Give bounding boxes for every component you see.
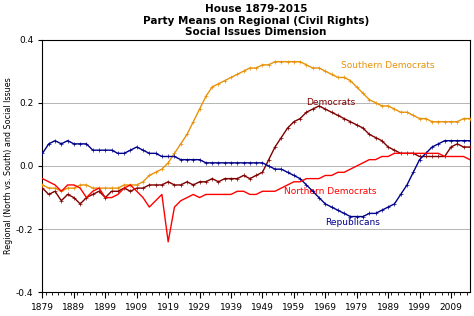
Text: Republicans: Republicans	[325, 218, 380, 227]
Y-axis label: Regional (North vs. South) and Social Issues: Regional (North vs. South) and Social Is…	[4, 78, 13, 254]
Title: House 1879-2015
Party Means on Regional (Civil Rights)
Social Issues Dimension: House 1879-2015 Party Means on Regional …	[143, 4, 369, 37]
Text: Democrats: Democrats	[306, 99, 356, 107]
Text: Northern Democrats: Northern Democrats	[284, 186, 377, 196]
Text: Southern Democrats: Southern Democrats	[341, 61, 435, 70]
